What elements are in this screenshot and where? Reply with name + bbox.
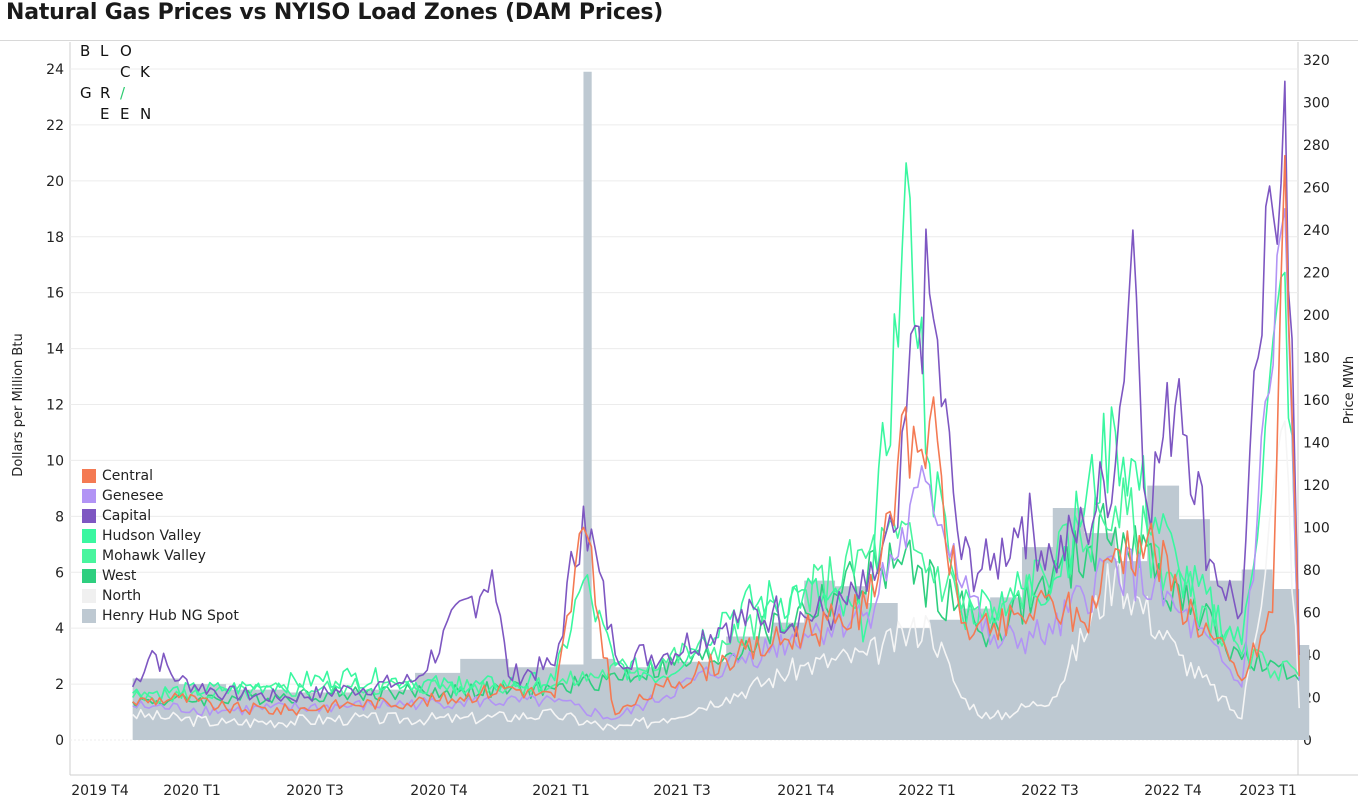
x-tick-label: 2023 T1 [1239,783,1297,799]
y-right-tick-label: 320 [1303,53,1330,69]
logo-letter: B [80,42,91,60]
legend-item: Central [82,466,239,486]
legend-swatch [82,529,96,543]
y-right-tick-label: 220 [1303,266,1330,282]
legend-item: North [82,586,239,606]
series-line-central [132,154,1301,716]
x-tick-label: 2020 T4 [410,783,468,799]
blockgreen-logo: B L O C K G R / E E N [80,42,160,123]
x-tick-label: 2020 T1 [163,783,221,799]
logo-letter: C [120,63,131,81]
series-line-mohawk-valley [131,477,1300,705]
x-tick-label: 2021 T3 [653,783,711,799]
logo-letter: O [120,42,132,60]
chart-legend: Central Genesee Capital Hudson Valley Mohawk… [82,466,239,626]
legend-label: Hudson Valley [102,528,202,544]
series-line-genesee [132,207,1301,721]
y-left-tick-label: 14 [46,342,64,358]
legend-swatch [82,489,96,503]
x-tick-label: 2021 T1 [532,783,590,799]
y-left-tick-label: 12 [46,398,64,414]
y-left-tick-label: 0 [55,733,64,749]
y-right-tick-label: 240 [1303,223,1330,239]
x-tick-label: 2022 T4 [1144,783,1202,799]
y-left-tick-label: 24 [46,62,64,78]
y-left-tick-label: 10 [46,453,64,469]
x-tick-label: 2022 T1 [898,783,956,799]
x-tick-label: 2020 T3 [286,783,344,799]
y-right-tick-label: 140 [1303,436,1330,452]
legend-swatch [82,569,96,583]
y-right-tick-label: 260 [1303,181,1330,197]
y-left-tick-label: 16 [46,286,64,302]
chart-title: Natural Gas Prices vs NYISO Load Zones (… [6,0,664,25]
y-right-axis-title: Price MWh [1342,356,1357,424]
y-right-tick-label: 160 [1303,393,1330,409]
legend-item: Henry Hub NG Spot [82,606,239,626]
y-right-tick-label: 0 [1303,733,1312,749]
series-line-hudson-valley [132,162,1301,702]
legend-item: Hudson Valley [82,526,239,546]
logo-letter: N [140,105,152,123]
y-left-tick-label: 8 [55,509,64,525]
legend-label: West [102,568,137,584]
legend-item: Capital [82,506,239,526]
y-left-axis-title: Dollars per Million Btu [11,333,26,476]
series-line-north [132,420,1301,731]
title-divider [0,40,1358,41]
series-line-capital [131,80,1301,703]
y-right-tick-label: 280 [1303,138,1330,154]
y-left-tick-label: 22 [46,118,64,134]
logo-slash: / [120,84,126,102]
legend-swatch [82,549,96,563]
legend-label: Central [102,468,153,484]
y-left-tick-label: 18 [46,230,64,246]
y-right-tick-label: 100 [1303,521,1330,537]
y-right-tick-label: 60 [1303,606,1321,622]
legend-label: Mohawk Valley [102,548,206,564]
x-tick-label: 2021 T4 [777,783,835,799]
henry-hub-area [132,71,1310,740]
logo-letter: L [100,42,109,60]
legend-swatch [82,589,96,603]
legend-swatch [82,469,96,483]
x-tick-label: 2022 T3 [1021,783,1079,799]
series-line-west [131,502,1300,709]
legend-label: North [102,588,142,604]
y-right-tick-label: 200 [1303,308,1330,324]
legend-label: Capital [102,508,152,524]
logo-letter: K [140,63,150,81]
y-right-tick-label: 80 [1303,563,1321,579]
legend-swatch [82,609,96,623]
legend-item: Genesee [82,486,239,506]
legend-swatch [82,509,96,523]
y-right-tick-label: 180 [1303,351,1330,367]
logo-letter: E [120,105,130,123]
y-left-tick-label: 4 [55,621,64,637]
y-right-tick-label: 300 [1303,96,1330,112]
logo-letter: R [100,84,111,102]
y-left-tick-label: 2 [55,677,64,693]
legend-item: Mohawk Valley [82,546,239,566]
legend-label: Genesee [102,488,164,504]
logo-letter: G [80,84,92,102]
x-tick-label: 2019 T4 [71,783,129,799]
y-left-tick-label: 20 [46,174,64,190]
legend-label: Henry Hub NG Spot [102,608,239,624]
y-right-tick-label: 120 [1303,478,1330,494]
y-left-tick-label: 6 [55,565,64,581]
legend-item: West [82,566,239,586]
logo-letter: E [100,105,110,123]
